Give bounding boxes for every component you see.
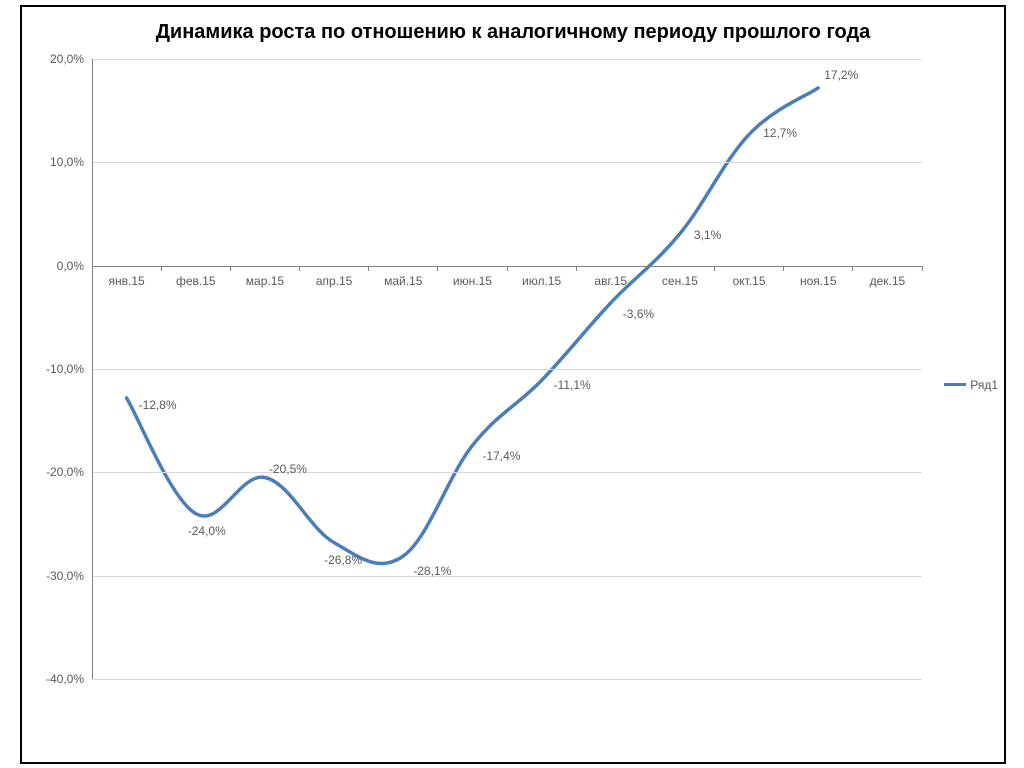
x-tick-label: окт.15 [733, 274, 766, 288]
x-tick-label: авг.15 [594, 274, 627, 288]
gridline [92, 679, 922, 680]
x-tick-mark [92, 266, 93, 271]
x-tick-mark [437, 266, 438, 271]
data-label: -3,6% [623, 307, 654, 321]
data-label: -26,8% [324, 553, 362, 567]
x-tick-mark [783, 266, 784, 271]
legend: Ряд1 [944, 378, 998, 392]
y-tick-label: 10,0% [24, 155, 84, 169]
plot-area: 20,0%10,0%0,0%-10,0%-20,0%-30,0%-40,0%ян… [92, 59, 922, 679]
x-tick-label: мар.15 [246, 274, 284, 288]
gridline [92, 59, 922, 60]
y-tick-label: 20,0% [24, 52, 84, 66]
gridline [92, 472, 922, 473]
legend-swatch [944, 383, 966, 386]
x-tick-mark [922, 266, 923, 271]
x-tick-mark [230, 266, 231, 271]
x-tick-label: июл.15 [522, 274, 561, 288]
x-tick-mark [368, 266, 369, 271]
data-label: 17,2% [824, 68, 858, 82]
gridline [92, 162, 922, 163]
y-tick-label: -40,0% [24, 672, 84, 686]
data-label: 3,1% [694, 228, 721, 242]
data-label: -11,1% [554, 378, 591, 392]
x-tick-label: сен.15 [662, 274, 698, 288]
data-label: -28,1% [413, 564, 451, 578]
data-label: -17,4% [482, 449, 520, 463]
chart-title: Динамика роста по отношению к аналогично… [22, 21, 1004, 44]
x-tick-label: фев.15 [176, 274, 216, 288]
x-tick-label: май.15 [384, 274, 422, 288]
x-tick-label: ноя.15 [800, 274, 836, 288]
y-tick-label: -30,0% [24, 569, 84, 583]
x-tick-mark [507, 266, 508, 271]
legend-label: Ряд1 [970, 378, 998, 392]
x-tick-mark [714, 266, 715, 271]
x-tick-mark [161, 266, 162, 271]
x-tick-label: янв.15 [108, 274, 144, 288]
x-tick-mark [576, 266, 577, 271]
x-tick-mark [299, 266, 300, 271]
gridline [92, 369, 922, 370]
gridline [92, 576, 922, 577]
y-tick-label: -10,0% [24, 362, 84, 376]
y-tick-label: -20,0% [24, 465, 84, 479]
y-tick-label: 0,0% [24, 259, 84, 273]
x-tick-mark [645, 266, 646, 271]
x-tick-label: дек.15 [870, 274, 906, 288]
chart-frame: Динамика роста по отношению к аналогично… [20, 5, 1006, 764]
data-label: -20,5% [269, 462, 307, 476]
data-label: -24,0% [188, 524, 226, 538]
x-tick-label: июн.15 [453, 274, 492, 288]
x-tick-mark [852, 266, 853, 271]
data-label: -12,8% [139, 398, 177, 412]
x-tick-label: апр.15 [316, 274, 353, 288]
data-label: 12,7% [763, 126, 797, 140]
y-axis-line [92, 59, 93, 679]
